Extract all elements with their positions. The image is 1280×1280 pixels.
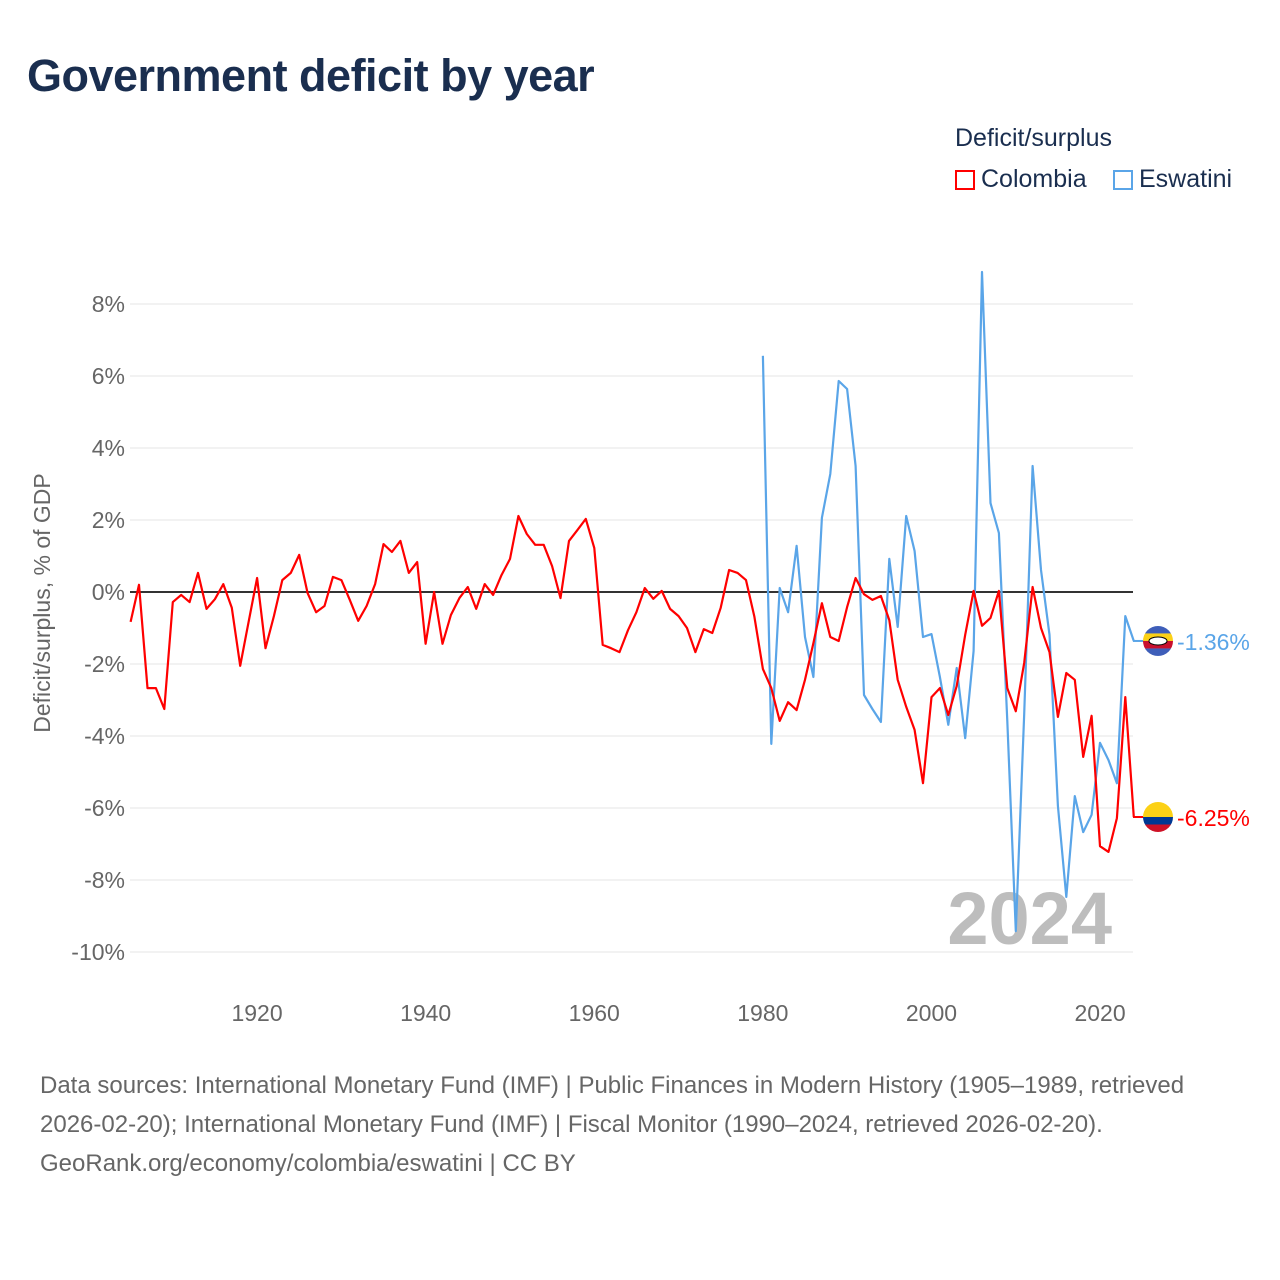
legend-title: Deficit/surplus [955, 124, 1112, 152]
x-tick-label: 1920 [231, 1000, 282, 1026]
series-line-eswatini [761, 270, 1135, 933]
flag-icon-eswatini [1143, 625, 1173, 656]
flag-stripes [1143, 625, 1173, 656]
flag-stripes [1143, 802, 1173, 832]
legend-label: Colombia [981, 165, 1087, 193]
flag-icon-colombia [1143, 802, 1173, 832]
flag-stripe [1143, 802, 1173, 810]
legend-item-colombia[interactable]: Colombia [955, 165, 1087, 194]
shield-icon [1148, 636, 1168, 646]
y-tick-label: -8% [84, 867, 125, 893]
flag-stripe [1143, 824, 1173, 832]
x-tick-label: 1960 [569, 1000, 620, 1026]
data-sources: Data sources: International Monetary Fun… [40, 1072, 1185, 1138]
legend-swatch-eswatini [1113, 169, 1133, 190]
y-axis-label: Deficit/surplus, % of GDP [29, 473, 55, 732]
x-tick-label: 1980 [737, 1000, 788, 1026]
line-chart: 8% 6% 4% 2% 0% -2% -4% -6% -8% -10% 1920 1940 1960 19… [29, 270, 1250, 1026]
y-tick-label: 2% [92, 507, 125, 533]
end-value-label: -6.25% [1177, 805, 1250, 831]
y-tick-label: 4% [92, 435, 125, 461]
series-line-colombia [129, 514, 1135, 854]
x-tick-label: 1940 [400, 1000, 451, 1026]
y-tick-label: 8% [92, 291, 125, 317]
y-tick-label: -4% [84, 723, 125, 749]
footer: Data sources: International Monetary Fun… [40, 1066, 1240, 1183]
legend-item-eswatini[interactable]: Eswatini [1113, 165, 1232, 194]
end-value-label: -1.36% [1177, 629, 1250, 655]
x-tick-label: 2000 [906, 1000, 957, 1026]
flag-stripe [1143, 809, 1173, 817]
legend-label: Eswatini [1139, 165, 1233, 193]
y-tick-label: -10% [71, 939, 125, 965]
flag-stripe [1143, 625, 1173, 634]
y-tick-label: 0% [92, 579, 125, 605]
year-watermark: 2024 [947, 877, 1112, 960]
legend-swatch-colombia [955, 169, 975, 190]
flag-stripe [1143, 817, 1173, 825]
y-tick-label: -2% [84, 651, 125, 677]
flag-stripe [1143, 648, 1173, 656]
x-tick-label: 2020 [1074, 1000, 1125, 1026]
chart-title: Government deficit by year [27, 50, 595, 101]
y-tick-label: 6% [92, 363, 125, 389]
credit-link[interactable]: GeoRank.org/economy/colombia/eswatini | … [40, 1150, 576, 1177]
y-tick-label: -6% [84, 795, 125, 821]
